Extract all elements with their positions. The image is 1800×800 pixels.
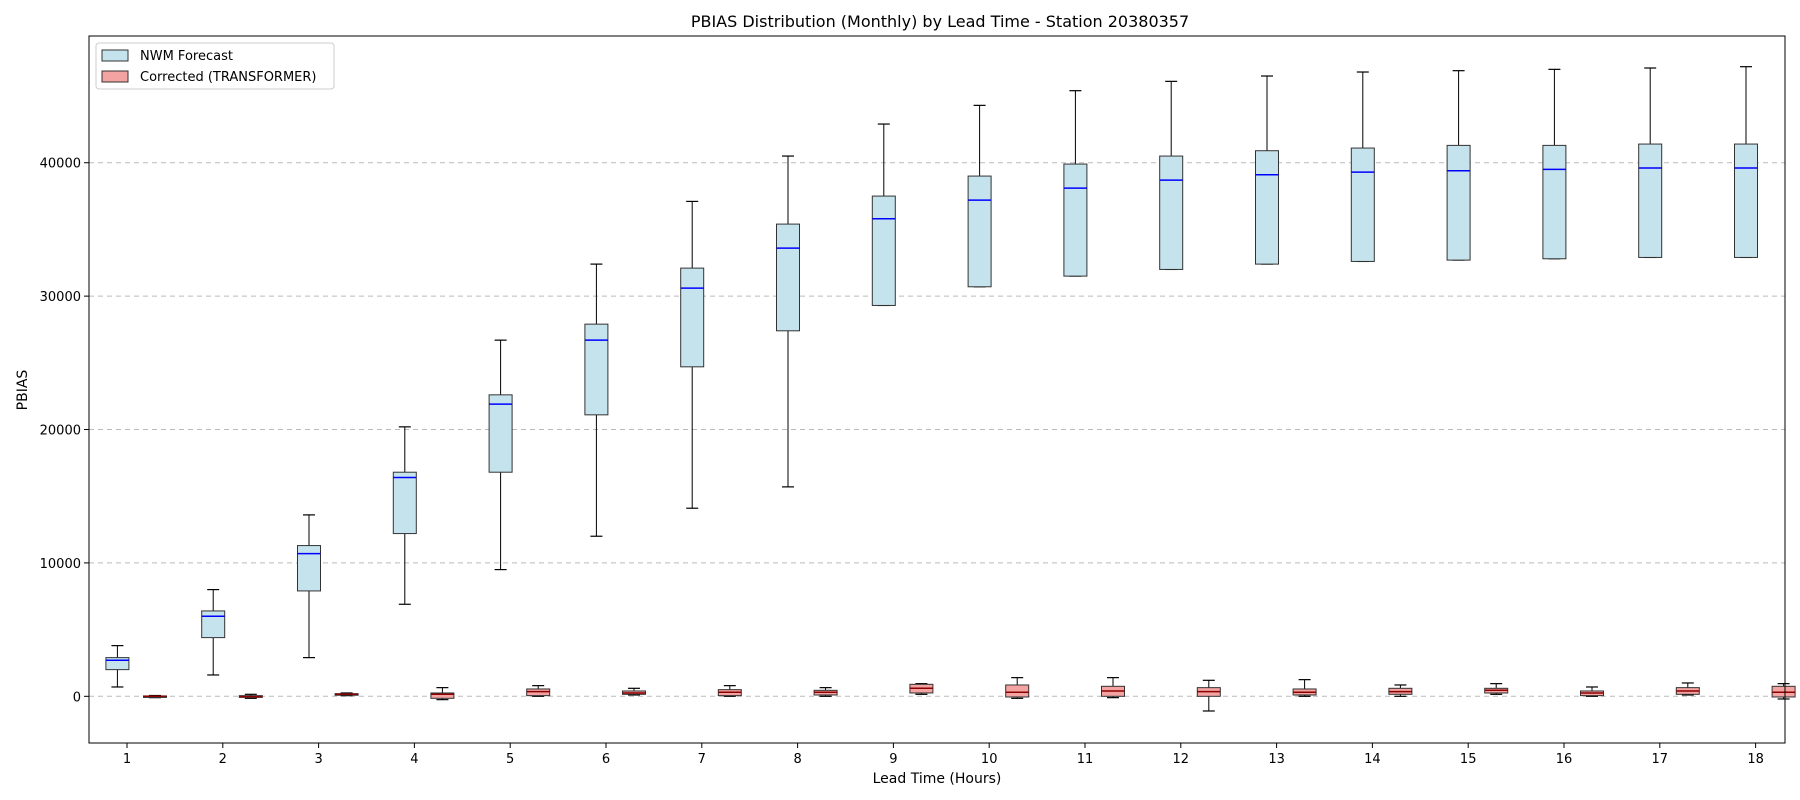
legend-swatch-nwm-forecast <box>101 49 129 62</box>
box-corrected-transformer <box>622 687 646 696</box>
iqr-box <box>680 267 705 368</box>
iqr-box <box>1734 143 1758 258</box>
box-corrected-transformer <box>1101 677 1125 699</box>
iqr-box <box>1159 155 1184 270</box>
box-corrected-transformer <box>238 693 263 699</box>
box-nwm-forecast <box>488 339 513 571</box>
box-plot-series <box>105 66 1796 712</box>
legend-label-corrected-transformer: Corrected (TRANSFORMER) <box>140 70 317 85</box>
box-nwm-forecast <box>1350 71 1375 263</box>
box-corrected-transformer <box>1292 679 1317 697</box>
x-tick-label: 1 <box>123 752 131 767</box>
box-nwm-forecast <box>1734 66 1758 259</box>
iqr-box <box>967 175 992 288</box>
x-tick-label: 5 <box>506 752 514 767</box>
box-nwm-forecast <box>1063 90 1088 277</box>
iqr-box <box>1446 144 1471 261</box>
x-tick-label: 9 <box>889 752 897 767</box>
chart-title: PBIAS Distribution (Monthly) by Lead Tim… <box>691 12 1189 31</box>
box-nwm-forecast <box>1542 68 1567 260</box>
box-nwm-forecast <box>584 263 609 537</box>
box-corrected-transformer <box>1196 679 1221 712</box>
box-corrected-transformer <box>1388 684 1413 697</box>
legend-swatch-corrected-transformer <box>101 70 129 83</box>
x-tick-label: 3 <box>314 752 322 767</box>
iqr-box <box>488 394 513 473</box>
box-corrected-transformer <box>909 683 934 695</box>
x-tick-label: 10 <box>981 752 998 767</box>
iqr-box <box>297 545 321 592</box>
x-tick-label: 4 <box>410 752 418 767</box>
legend-label-nwm-forecast: NWM Forecast <box>140 49 233 64</box>
box-corrected-transformer <box>717 685 742 697</box>
iqr-box <box>1255 150 1279 265</box>
x-tick-label: 16 <box>1556 752 1573 767</box>
iqr-box <box>1638 143 1663 258</box>
box-nwm-forecast <box>1255 75 1279 265</box>
box-corrected-transformer <box>430 687 455 701</box>
y-tick-label: 0 <box>73 690 81 705</box>
box-nwm-forecast <box>1159 80 1184 271</box>
y-tick-label: 10000 <box>40 557 81 572</box>
box-nwm-forecast <box>680 200 705 509</box>
x-tick-label: 12 <box>1173 752 1190 767</box>
box-corrected-transformer <box>1675 682 1700 696</box>
x-tick-label: 13 <box>1268 752 1285 767</box>
x-tick-label: 15 <box>1460 752 1477 767</box>
x-tick-label: 7 <box>698 752 706 767</box>
box-nwm-forecast <box>105 645 130 688</box>
y-axis-ticks: 0 10000 20000 30000 40000 <box>40 157 89 705</box>
iqr-box <box>392 471 417 535</box>
y-tick-label: 20000 <box>40 424 81 439</box>
box-corrected-transformer <box>1771 683 1796 700</box>
box-corrected-transformer <box>526 685 551 697</box>
box-nwm-forecast <box>871 123 896 307</box>
iqr-box <box>584 323 609 416</box>
iqr-box <box>201 610 226 639</box>
box-nwm-forecast <box>297 514 321 659</box>
box-nwm-forecast <box>776 155 800 488</box>
iqr-box <box>430 692 455 699</box>
box-nwm-forecast <box>967 104 992 288</box>
iqr-box <box>776 223 800 332</box>
x-axis-ticks: 1 2 3 4 5 6 7 8 9 10 11 12 13 14 15 16 17 18 <box>123 743 1764 767</box>
box-nwm-forecast <box>1446 70 1471 261</box>
iqr-box <box>1063 163 1088 277</box>
grid-lines <box>89 162 1785 697</box>
x-tick-label: 8 <box>793 752 801 767</box>
box-corrected-transformer <box>1484 683 1509 695</box>
iqr-box <box>1542 144 1567 260</box>
box-corrected-transformer <box>1580 686 1604 697</box>
box-corrected-transformer <box>334 692 359 697</box>
x-tick-label: 17 <box>1652 752 1669 767</box>
x-tick-label: 2 <box>219 752 227 767</box>
box-corrected-transformer <box>813 687 838 697</box>
x-tick-label: 6 <box>602 752 610 767</box>
x-axis-label: Lead Time (Hours) <box>873 771 1002 787</box>
iqr-box <box>1350 147 1375 262</box>
iqr-box <box>105 657 130 671</box>
y-axis-label: PBIAS <box>15 370 31 411</box>
y-tick-label: 40000 <box>40 157 81 172</box>
iqr-box <box>871 195 896 306</box>
y-tick-label: 30000 <box>40 290 81 305</box>
box-nwm-forecast <box>392 426 417 605</box>
iqr-box <box>1005 684 1030 698</box>
legend-frame <box>95 42 335 90</box>
box-corrected-transformer <box>1005 677 1030 699</box>
plot-area-frame <box>88 35 1786 744</box>
legend: NWM Forecast Corrected (TRANSFORMER) <box>95 42 335 90</box>
x-tick-label: 18 <box>1747 752 1764 767</box>
x-tick-label: 11 <box>1077 752 1094 767</box>
box-nwm-forecast <box>1638 67 1663 259</box>
x-tick-label: 14 <box>1364 752 1381 767</box>
box-corrected-transformer <box>143 694 167 699</box>
box-nwm-forecast <box>201 588 226 676</box>
